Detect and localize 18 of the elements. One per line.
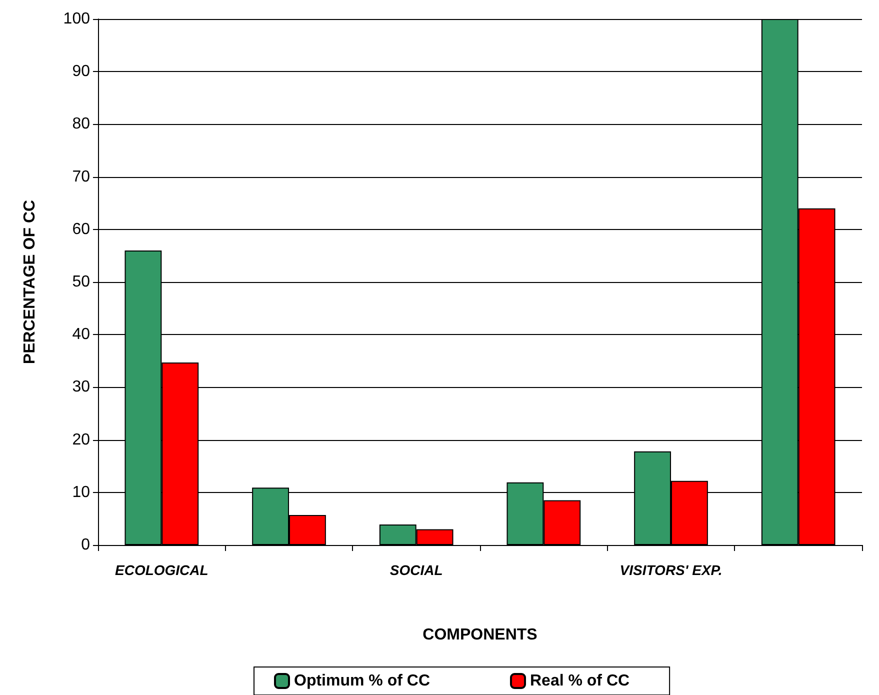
x-tick-label: SOCIAL — [390, 562, 443, 578]
x-tick-label: ECOLOGICAL — [114, 562, 208, 578]
legend-label: Real % of CC — [530, 672, 630, 690]
y-tick-label: 70 — [72, 168, 90, 186]
y-tick-label: 100 — [63, 10, 90, 28]
y-tick-label: 40 — [72, 326, 90, 344]
x-axis-title: COMPONENTS — [422, 626, 538, 644]
x-tick-label: VISITORS' EXP. — [620, 562, 722, 578]
y-tick-label: 20 — [72, 431, 90, 448]
y-tick-label: 0 — [81, 536, 90, 554]
y-tick-label: 30 — [72, 378, 90, 396]
legend-label: Optimum % of CC — [294, 672, 430, 690]
y-tick-label: 50 — [72, 274, 90, 290]
y-tick-label: 60 — [72, 220, 90, 238]
y-axis-title: PERCENTAGE OF CC — [22, 199, 38, 364]
y-tick-label: 80 — [72, 116, 90, 133]
y-tick-label: 10 — [72, 484, 90, 501]
y-tick-label: 90 — [72, 63, 90, 80]
